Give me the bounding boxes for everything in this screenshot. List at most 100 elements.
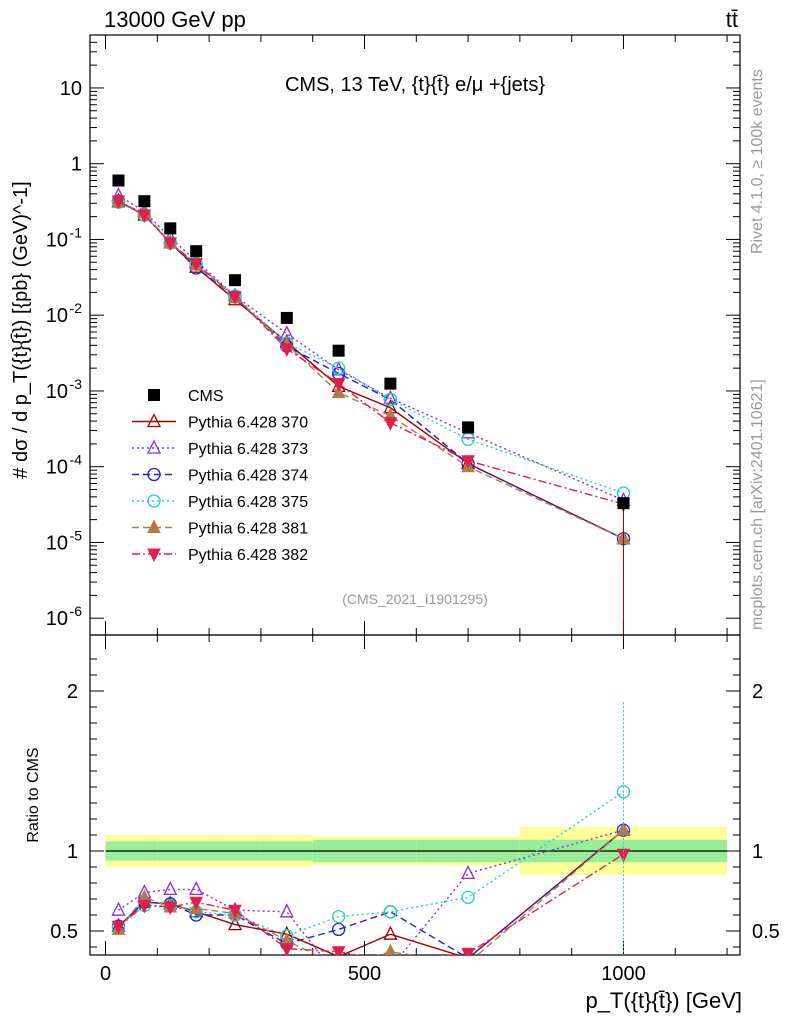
mc-point bbox=[383, 392, 398, 407]
ratio-point bbox=[333, 959, 345, 971]
legend: CMS Pythia 6.428 370 Pythia 6.428 373 Pythi… bbox=[132, 388, 308, 564]
mc-point bbox=[111, 195, 126, 210]
ratio-point bbox=[331, 922, 346, 937]
analysis-watermark: (CMS_2021_I1901295) bbox=[342, 591, 488, 607]
ratio-point bbox=[227, 916, 243, 931]
cms-data-point bbox=[332, 344, 345, 357]
cms-data-point bbox=[384, 377, 397, 390]
main-y-tick-label: 10 bbox=[46, 305, 68, 327]
main-y-tick-label: 1 bbox=[71, 154, 82, 176]
header-process-label: tt̄ bbox=[726, 7, 738, 32]
ratio-point bbox=[331, 946, 346, 955]
ratio-panel: 0.5 0.5 1 1 2 2 0 500 1000 Ratio to CMS p_T({t}{… bbox=[25, 634, 780, 1013]
ratio-point bbox=[137, 899, 152, 914]
legend-label: Pythia 6.428 373 bbox=[188, 441, 308, 458]
cms-data-point bbox=[112, 174, 125, 187]
mc-point bbox=[228, 291, 242, 305]
x-tick-label: 0 bbox=[100, 963, 111, 985]
main-panel: CMS, 13 TeV, {t}{t̄} e/μ +{jets} (CMS_20… bbox=[10, 34, 741, 636]
x-tick-label: 1000 bbox=[601, 963, 646, 985]
legend-marker bbox=[147, 494, 161, 508]
cms-data-point bbox=[138, 195, 151, 208]
ratio-point bbox=[111, 901, 126, 916]
legend-label: Pythia 6.428 382 bbox=[188, 547, 308, 564]
ratio-point bbox=[228, 904, 242, 919]
main-y-axis-title: # dσ / d p_T({t}{t̄}) [{pb} (GeV)^-1] bbox=[10, 181, 32, 478]
legend-marker bbox=[147, 519, 161, 533]
ratio-point bbox=[279, 903, 294, 918]
legend-label: Pythia 6.428 375 bbox=[188, 494, 308, 511]
ratio-point bbox=[383, 905, 398, 919]
ratio-axes: 0.5 0.5 1 1 2 2 0 500 1000 bbox=[50, 635, 780, 985]
x-axis-label: p_T({t}{t̄}) [GeV] bbox=[585, 988, 742, 1013]
ratio-point bbox=[384, 961, 396, 973]
legend-label: Pythia 6.428 370 bbox=[188, 415, 308, 432]
mc-point bbox=[383, 417, 398, 431]
main-y-tick-label: 10 bbox=[60, 78, 82, 100]
ratio-point bbox=[163, 880, 178, 896]
ratio-y-tick-label-right: 1 bbox=[752, 841, 763, 863]
ratio-point bbox=[333, 970, 345, 982]
header-energy-label: 13000 GeV pp bbox=[104, 7, 246, 32]
main-y-tick-exponent: -3 bbox=[70, 376, 83, 392]
mc-series-line bbox=[118, 200, 624, 505]
main-y-tick-label: 10 bbox=[46, 381, 68, 403]
ratio-panel-frame bbox=[89, 634, 741, 956]
main-y-tick-exponent: -5 bbox=[70, 527, 83, 543]
legend-marker bbox=[147, 548, 161, 563]
mc-series-line bbox=[118, 194, 624, 501]
ratio-series-group bbox=[111, 702, 631, 982]
main-y-tick-exponent: -2 bbox=[70, 300, 83, 316]
main-y-tick-label: 10 bbox=[46, 457, 68, 479]
legend-label: Pythia 6.428 374 bbox=[188, 468, 308, 485]
main-plot-title: CMS, 13 TeV, {t}{t̄} e/μ +{jets} bbox=[285, 74, 545, 96]
ratio-point bbox=[280, 943, 294, 955]
mc-point bbox=[137, 209, 152, 224]
ratio-point bbox=[163, 901, 178, 916]
mc-point bbox=[163, 237, 178, 252]
ratio-point bbox=[461, 864, 476, 880]
ratio-point bbox=[461, 890, 475, 905]
mc-point bbox=[331, 378, 346, 392]
ratio-point bbox=[383, 925, 398, 940]
main-y-tick-label: 10 bbox=[46, 229, 68, 251]
ratio-point bbox=[461, 947, 475, 955]
ratio-data-marks bbox=[111, 702, 631, 982]
legend-marker bbox=[148, 389, 160, 401]
mc-series-line bbox=[118, 201, 624, 494]
cms-data-point bbox=[462, 421, 475, 434]
ratio-y-axis-label: Ratio to CMS bbox=[25, 747, 42, 842]
ratio-y-tick-label: 1 bbox=[67, 841, 78, 863]
main-y-axis-label: # dσ / d p_T({t}{t̄}) [{pb} (GeV)^-1] bbox=[10, 181, 32, 478]
ratio-point bbox=[468, 954, 469, 955]
mc-point bbox=[280, 343, 294, 357]
ratio-point bbox=[384, 956, 396, 968]
main-y-tick-exponent: -6 bbox=[70, 603, 83, 619]
legend-marker bbox=[146, 439, 162, 454]
ratio-uncertainty-bands bbox=[105, 827, 728, 875]
ratio-point bbox=[189, 896, 203, 911]
legend-marker bbox=[147, 467, 161, 482]
cms-data-point bbox=[164, 222, 177, 235]
ratio-y-tick-label: 0.5 bbox=[50, 921, 78, 943]
ratio-point bbox=[616, 785, 631, 799]
ratio-point bbox=[189, 880, 204, 896]
rivet-version-note: Rivet 4.1.0, ≥ 100k events bbox=[749, 69, 766, 254]
cms-data-point bbox=[617, 497, 630, 510]
main-y-tick-label: 10 bbox=[46, 532, 68, 554]
main-y-tick-exponent: -4 bbox=[70, 452, 83, 468]
main-y-tick-label: 10 bbox=[46, 608, 68, 630]
ratio-y-tick-label-right: 0.5 bbox=[752, 921, 780, 943]
mc-point bbox=[331, 361, 346, 375]
ratio-point bbox=[384, 943, 397, 955]
mcplots-reference-note: mcplots.cern.ch [arXiv:2401.10621] bbox=[749, 379, 766, 630]
main-data-marks bbox=[111, 174, 631, 635]
cms-data-point bbox=[229, 274, 242, 287]
ratio-series-line bbox=[118, 829, 624, 955]
ratio-series-line bbox=[118, 829, 624, 955]
main-panel-frame bbox=[89, 34, 741, 636]
ratio-y-tick-label: 2 bbox=[67, 681, 78, 703]
cms-data-point bbox=[190, 245, 203, 258]
